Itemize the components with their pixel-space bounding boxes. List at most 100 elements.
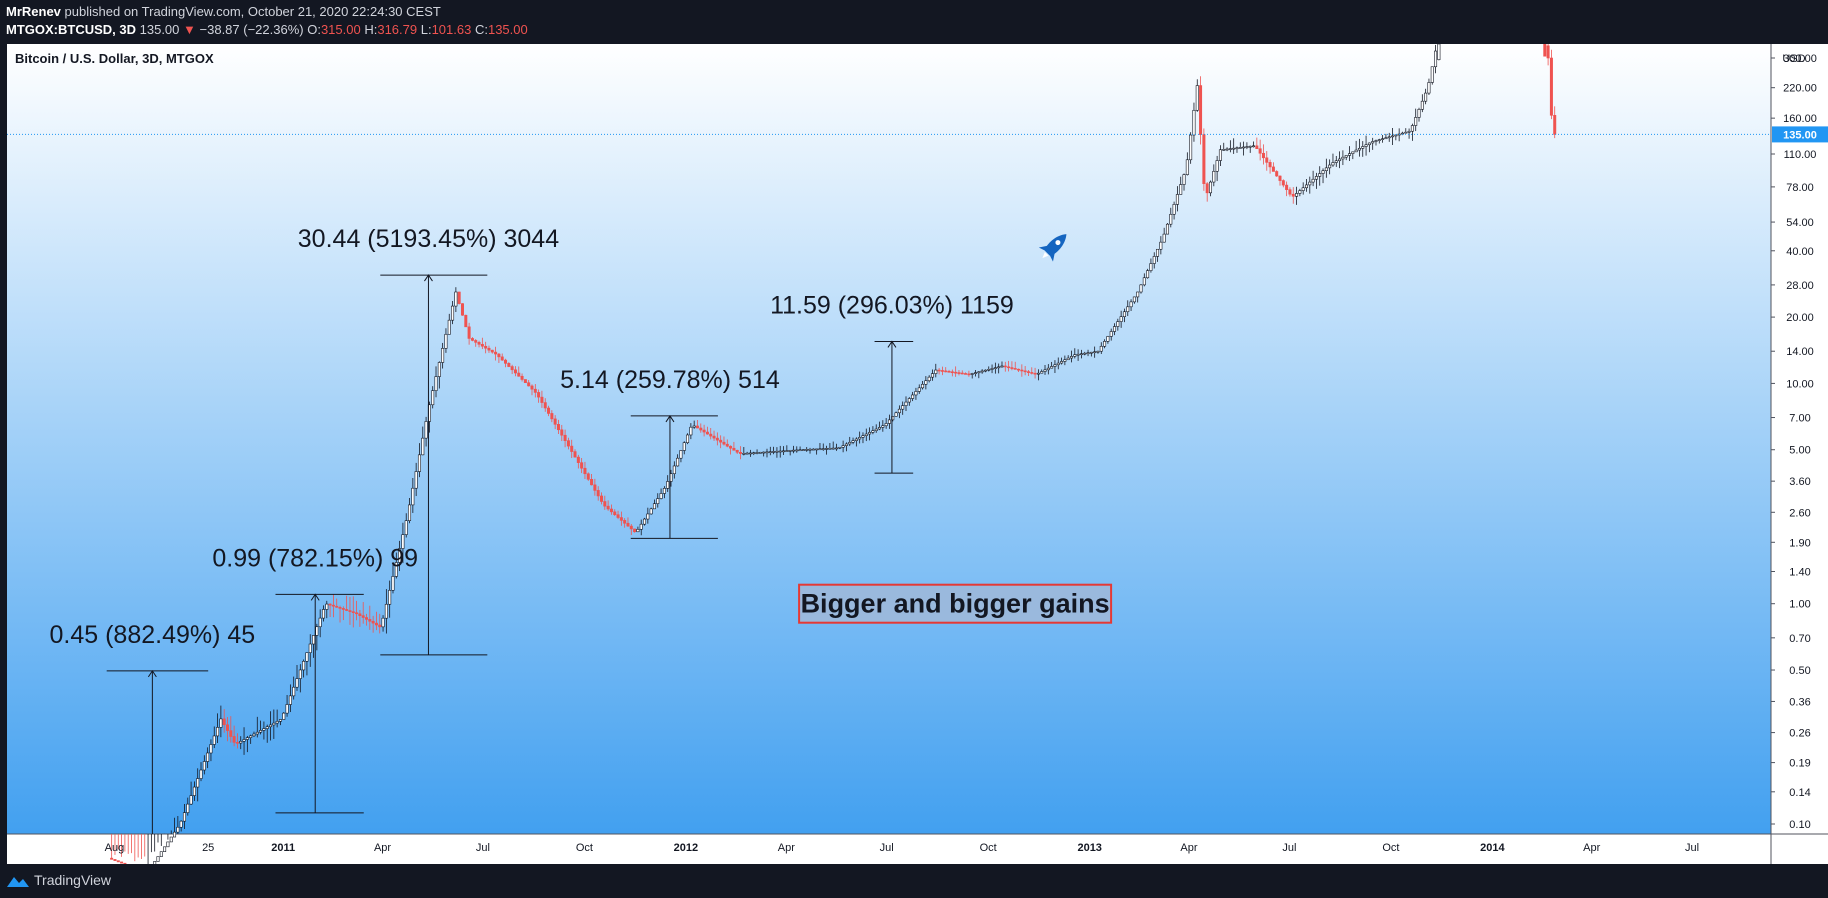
candle-body — [1146, 270, 1150, 279]
candle-body — [1053, 364, 1057, 367]
tradingview-logo-icon[interactable] — [6, 874, 30, 888]
candle-body — [1083, 352, 1087, 355]
candle-body — [758, 451, 762, 454]
candle-body — [464, 314, 468, 328]
candle-body — [1268, 162, 1272, 168]
candle-body — [1285, 184, 1289, 190]
candle-body — [1122, 311, 1126, 317]
candle-body — [202, 761, 206, 771]
price-tick-label: 3.60 — [1789, 476, 1810, 488]
price-tick-label: 0.19 — [1789, 758, 1810, 770]
candle-body — [209, 744, 213, 754]
rocket-body — [1044, 234, 1067, 257]
last-price-label-bg — [1772, 126, 1828, 143]
candle-body — [1314, 176, 1318, 180]
candle-body — [318, 617, 322, 628]
candle-body — [510, 366, 514, 371]
candle-body — [940, 370, 944, 372]
candle-body — [1033, 372, 1037, 375]
candle-body — [722, 441, 726, 445]
annotation-banner-text: Bigger and bigger gains — [801, 589, 1110, 619]
chart-plot-area[interactable] — [7, 44, 1771, 834]
candle-body — [656, 498, 660, 504]
candle-body — [1281, 180, 1285, 186]
candle-body — [431, 390, 435, 406]
candle-body — [441, 348, 445, 363]
candle-body — [321, 609, 325, 619]
candle-body — [169, 836, 173, 843]
candle-body — [623, 520, 627, 524]
price-chart[interactable]: 135.00 0.45 (882.49%) 45 0.99 (782.15%) 9… — [0, 44, 1828, 864]
candle-body — [232, 736, 236, 743]
candle-body — [166, 841, 170, 848]
time-tick-group: Aug 25 2011 Apr Jul Oct 2012 Apr Jul Oct 2013 Apr Ju… — [105, 842, 1699, 854]
price-tick-label: 0.70 — [1789, 633, 1810, 645]
candle-body — [530, 385, 534, 390]
measurement-group: 0.45 (882.49%) 45 0.99 (782.15%) 99 30.44 … — [50, 225, 1014, 834]
time-axis[interactable] — [7, 834, 1828, 864]
candle-body — [1079, 353, 1083, 356]
candle-body — [858, 437, 862, 440]
candle-body — [805, 449, 809, 451]
candle-body — [1308, 181, 1312, 186]
symbol-name[interactable]: MTGOX:BTCUSD, 3D — [6, 22, 136, 37]
candle-body — [1165, 223, 1169, 235]
candle-body — [199, 769, 203, 779]
candle-body — [1003, 365, 1007, 368]
candle-body — [643, 518, 647, 525]
price-axis[interactable] — [1771, 44, 1828, 834]
candle-body — [1437, 44, 1441, 61]
candle-body — [1288, 189, 1292, 195]
time-tick-label: Apr — [374, 842, 391, 854]
candle-body — [182, 812, 186, 822]
candle-body — [255, 731, 259, 735]
brand-name[interactable]: TradingView — [34, 872, 112, 888]
price-change: −38.87 (−22.36%) — [199, 22, 304, 37]
candle-body — [878, 427, 882, 430]
candle-body — [374, 622, 378, 626]
candle-body — [1126, 306, 1130, 313]
candle-body — [1056, 362, 1060, 366]
candle-body — [1298, 190, 1302, 194]
candle-body — [245, 737, 249, 740]
candle-body — [1172, 204, 1176, 215]
candle-body — [1195, 85, 1199, 111]
candle-body — [325, 603, 329, 610]
candle-body — [818, 448, 822, 451]
candle-body — [1119, 316, 1123, 322]
measure-arrow-head — [147, 669, 157, 678]
candle-body — [795, 449, 799, 452]
candle-body — [179, 820, 183, 828]
candle-body — [470, 338, 474, 341]
measure-label: 5.14 (259.78%) 514 — [560, 366, 780, 394]
candle-body — [1152, 256, 1156, 264]
candle-body — [1156, 248, 1160, 257]
price-tick-label: 5.00 — [1789, 445, 1810, 457]
ohlc-open: 315.00 — [320, 22, 361, 37]
candle-body — [1096, 350, 1100, 353]
candle-body — [772, 451, 776, 453]
candle-body — [861, 435, 865, 438]
candle-body — [1060, 361, 1064, 364]
price-tick-label: 300.00 — [1783, 53, 1817, 65]
candle-body — [748, 452, 752, 455]
candle-body — [1089, 351, 1093, 354]
author-name[interactable]: MrRenev — [6, 4, 61, 19]
candle-body — [269, 724, 273, 728]
measure-arrow-head — [424, 274, 433, 282]
candle-body — [609, 508, 613, 513]
candle-body — [537, 392, 541, 398]
candle-body — [1225, 148, 1229, 151]
candle-body — [1212, 170, 1216, 183]
time-tick-label: Aug — [105, 842, 125, 854]
candle-body — [1549, 57, 1553, 116]
price-tick-label: 28.00 — [1786, 280, 1814, 292]
candle-body — [957, 372, 961, 374]
candle-body — [801, 449, 805, 451]
candle-body — [252, 733, 256, 737]
candle-body — [219, 718, 223, 728]
candle-body — [692, 425, 696, 428]
candle-body — [1364, 144, 1368, 147]
candle-body — [239, 740, 243, 744]
candle-body — [1023, 370, 1027, 373]
